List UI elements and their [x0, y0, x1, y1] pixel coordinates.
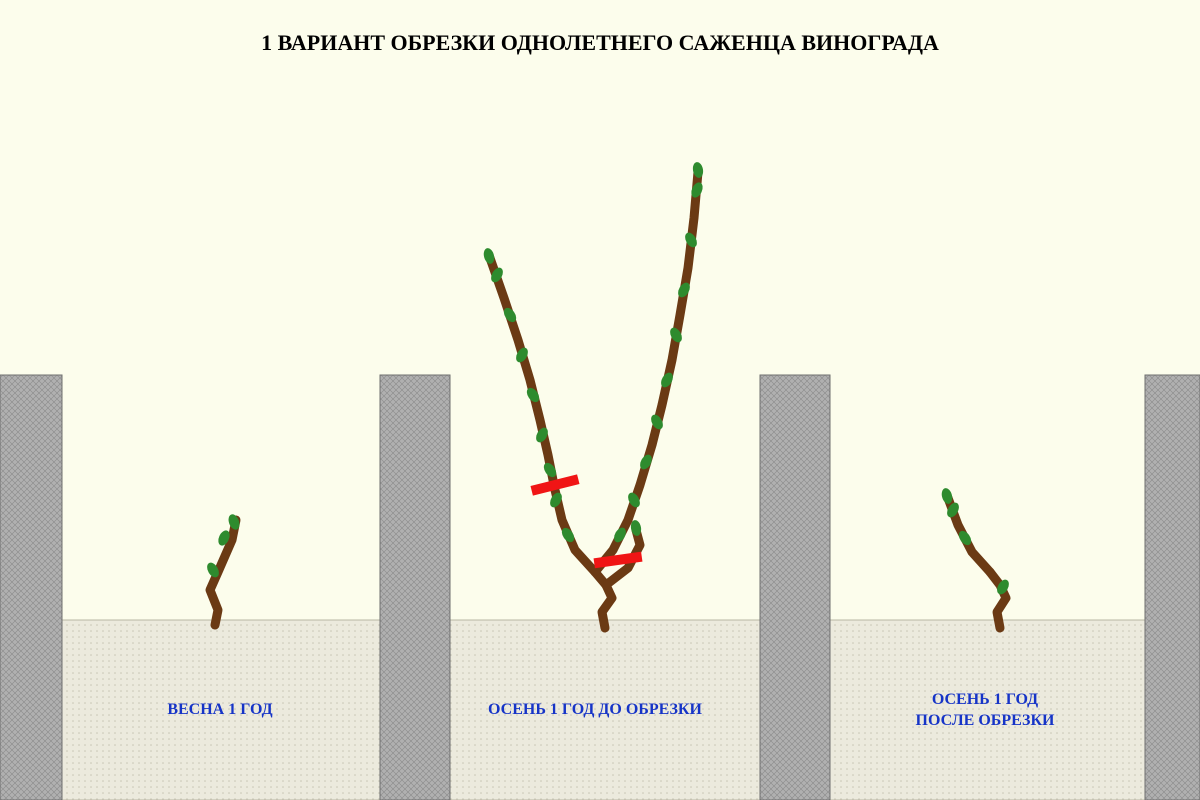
- post: [1145, 375, 1200, 800]
- panel-label-line: ВЕСНА 1 ГОД: [80, 700, 360, 721]
- panel-label-line: ОСЕНЬ 1 ГОД: [845, 690, 1125, 711]
- diagram-page: 1 ВАРИАНТ ОБРЕЗКИ ОДНОЛЕТНЕГО САЖЕНЦА ВИ…: [0, 0, 1200, 800]
- cut-mark: [532, 479, 579, 491]
- post: [760, 375, 830, 800]
- scene-svg: [0, 0, 1200, 800]
- panel-label-line: ОСЕНЬ 1 ГОД ДО ОБРЕЗКИ: [455, 700, 735, 721]
- post: [380, 375, 450, 800]
- vine-autumn-after: [940, 487, 1011, 628]
- panel-label-spring-year1: ВЕСНА 1 ГОД: [80, 700, 360, 721]
- panel-label-autumn-after: ОСЕНЬ 1 ГОДПОСЛЕ ОБРЕЗКИ: [845, 690, 1125, 732]
- panel-label-autumn-before: ОСЕНЬ 1 ГОД ДО ОБРЕЗКИ: [455, 700, 735, 721]
- panel-label-line: ПОСЛЕ ОБРЕЗКИ: [845, 711, 1125, 732]
- post: [0, 375, 62, 800]
- vine-spring-year1: [205, 513, 242, 625]
- bud: [683, 231, 700, 250]
- cut-mark: [594, 557, 642, 564]
- vine-autumn-before: [482, 161, 705, 628]
